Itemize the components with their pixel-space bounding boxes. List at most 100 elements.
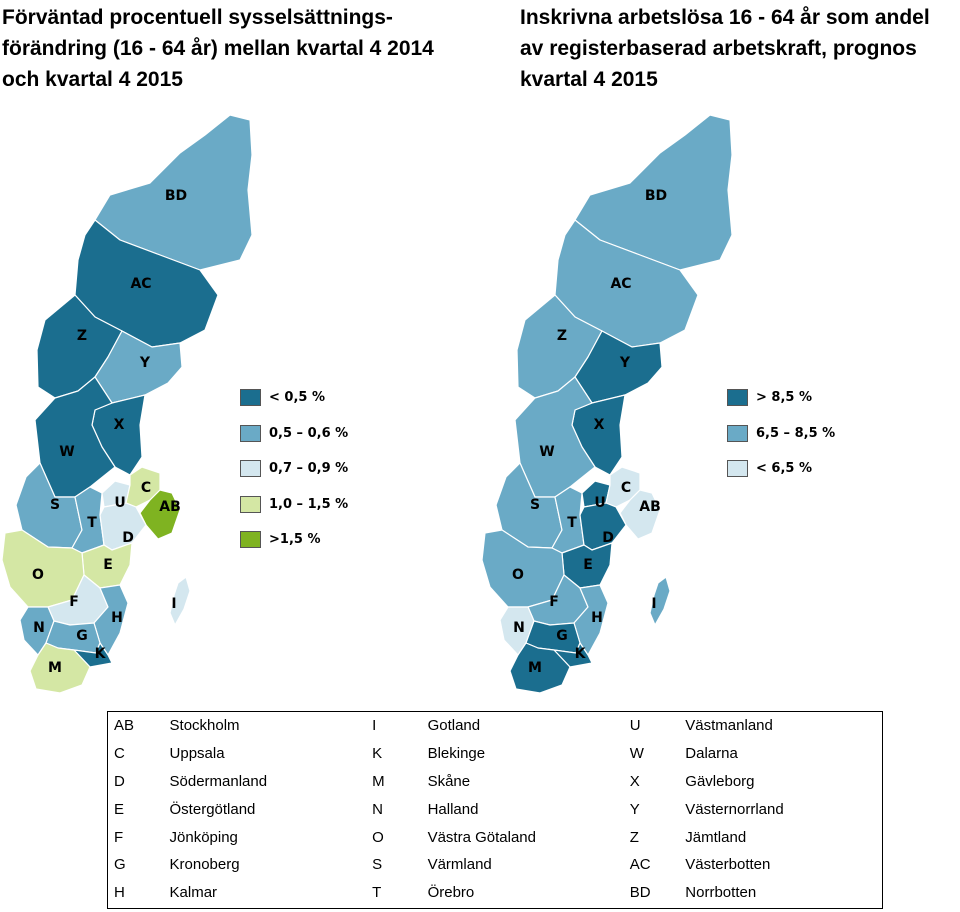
region-label-n: N — [513, 620, 525, 636]
region-i — [169, 576, 191, 626]
region-label-i: I — [171, 596, 176, 612]
region-name-cell: Blekinge — [427, 745, 486, 763]
region-code-cell: AC — [629, 856, 651, 874]
region-name-cell: Halland — [427, 800, 479, 818]
legend-item: > 8,5 % — [727, 380, 835, 416]
region-name-cell: Västra Götaland — [427, 828, 536, 846]
legend-swatch — [240, 460, 261, 478]
region-y — [94, 330, 183, 404]
region-code-cell: AB — [114, 717, 135, 735]
region-label-y: Y — [619, 355, 631, 371]
region-m — [509, 642, 571, 694]
region-label-f: F — [69, 594, 79, 610]
region-label-ab: AB — [639, 499, 661, 515]
region-label-f: F — [549, 594, 559, 610]
region-label-ab: AB — [159, 499, 181, 515]
legend-label: >1,5 % — [269, 532, 321, 548]
legend-label: < 6,5 % — [756, 461, 812, 477]
region-code-cell: D — [114, 772, 125, 790]
region-label-e: E — [103, 557, 113, 573]
legend-swatch — [727, 389, 748, 407]
legend-label: > 8,5 % — [756, 390, 812, 406]
legend-swatch — [240, 424, 261, 442]
region-code-cell: H — [114, 884, 125, 902]
region-code-cell: O — [372, 828, 384, 846]
legend-item: 0,7 – 0,9 % — [240, 451, 348, 487]
region-code-cell: F — [114, 828, 124, 846]
table-row: F Jönköping O Västra Götaland Z Jämtland — [108, 823, 882, 851]
region-y — [574, 330, 663, 404]
legend-label: 0,5 – 0,6 % — [269, 425, 349, 441]
region-m — [29, 642, 91, 694]
legend-item: 1,0 – 1,5 % — [240, 487, 348, 523]
employment-change-legend: < 0,5 % 0,5 – 0,6 % 0,7 – 0,9 % 1,0 – 1,5 %… — [240, 380, 348, 558]
region-code-cell: BD — [629, 884, 651, 902]
region-code-cell: K — [372, 745, 383, 763]
region-code-cell: E — [114, 800, 125, 818]
region-code-cell: M — [372, 772, 385, 790]
region-name-cell: Västerbotten — [685, 856, 771, 874]
region-name-cell: Dalarna — [685, 745, 738, 763]
region-label-m: M — [48, 660, 62, 676]
legend-label: 0,7 – 0,9 % — [269, 461, 349, 477]
region-label-g: G — [556, 628, 568, 644]
legend-label: 1,0 – 1,5 % — [269, 496, 349, 512]
region-code-cell: I — [372, 717, 377, 735]
region-label-o: O — [512, 567, 524, 583]
legend-swatch — [240, 389, 261, 407]
region-i — [649, 576, 671, 626]
region-label-bd: BD — [645, 188, 667, 204]
region-label-i: I — [651, 596, 656, 612]
table-row: G Kronoberg S Värmland AC Västerbotten — [108, 851, 882, 879]
region-label-t: T — [87, 515, 97, 531]
region-label-z: Z — [77, 328, 87, 344]
region-name-cell: Östergötland — [169, 800, 256, 818]
region-name-cell: Kronoberg — [169, 856, 240, 874]
region-label-bd: BD — [165, 188, 187, 204]
region-code-cell: N — [372, 800, 384, 818]
region-name-cell: Värmland — [427, 856, 492, 874]
legend-item: < 0,5 % — [240, 380, 348, 416]
region-name-cell: Jämtland — [685, 828, 747, 846]
region-name-cell: Skåne — [427, 772, 471, 790]
region-code-cell: T — [372, 884, 382, 902]
region-label-y: Y — [139, 355, 151, 371]
region-name-cell: Stockholm — [169, 717, 240, 735]
table-row: C Uppsala K Blekinge W Dalarna — [108, 740, 882, 768]
region-label-o: O — [32, 567, 44, 583]
region-code-table: AB Stockholm I Gotland U Västmanland C Uppsala K… — [107, 711, 883, 909]
region-label-u: U — [114, 495, 125, 511]
region-label-s: S — [50, 497, 60, 513]
region-name-cell: Örebro — [427, 884, 475, 902]
region-label-m: M — [528, 660, 542, 676]
legend-swatch — [240, 495, 261, 513]
region-label-k: K — [575, 646, 587, 662]
region-label-s: S — [530, 497, 540, 513]
table-row: D Södermanland M Skåne X Gävleborg — [108, 768, 882, 796]
legend-item: < 6,5 % — [727, 451, 835, 487]
table-row: E Östergötland N Halland Y Västernorrland — [108, 795, 882, 823]
region-label-x: X — [114, 417, 125, 433]
region-label-w: W — [59, 444, 74, 460]
region-name-cell: Gotland — [427, 717, 481, 735]
region-label-n: N — [33, 620, 45, 636]
legend-swatch — [727, 424, 748, 442]
region-label-c: C — [621, 480, 631, 496]
legend-label: 6,5 – 8,5 % — [756, 425, 836, 441]
region-label-g: G — [76, 628, 88, 644]
region-label-z: Z — [557, 328, 567, 344]
region-code-cell: W — [629, 745, 644, 763]
region-label-ac: AC — [130, 276, 151, 292]
table-row: H Kalmar T Örebro BD Norrbotten — [108, 879, 882, 907]
region-name-cell: Kalmar — [169, 884, 218, 902]
region-name-cell: Södermanland — [169, 772, 268, 790]
region-label-d: D — [122, 530, 134, 546]
legend-item: >1,5 % — [240, 522, 348, 558]
region-code-cell: U — [629, 717, 641, 735]
region-name-cell: Norrbotten — [685, 884, 757, 902]
region-name-cell: Västmanland — [685, 717, 773, 735]
right-map-title: Inskrivna arbetslösa 16 - 64 år som ande… — [520, 6, 930, 91]
legend-swatch — [727, 460, 748, 478]
region-code-cell: Y — [629, 800, 640, 818]
region-name-cell: Gävleborg — [685, 772, 755, 790]
